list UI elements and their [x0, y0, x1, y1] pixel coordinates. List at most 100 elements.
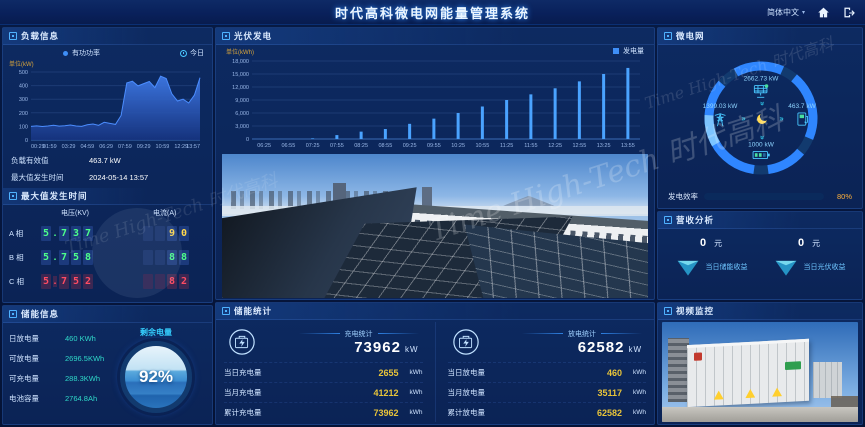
svg-text:0: 0 — [25, 138, 28, 144]
panel-icon — [222, 32, 230, 40]
charge-subheader: 充电统计 — [299, 329, 419, 339]
discharge-stats-column: 放电统计 62582 kW 当日放电量 460 kWh 当月放电量 35117 k… — [434, 322, 647, 422]
panel-title: 微电网 — [676, 31, 705, 41]
max-time-row: 最大值发生时间 2024-05-14 13:57 — [3, 169, 212, 186]
video-feed[interactable] — [662, 322, 858, 422]
svg-text:500: 500 — [19, 70, 28, 76]
warning-triangle-icon — [714, 390, 724, 400]
video-monitor-panel: 视频监控 — [657, 302, 863, 425]
battery-charge-icon — [229, 329, 255, 355]
stat-label: 累计放电量 — [447, 408, 486, 417]
y-axis-unit: 单位(kW) — [9, 62, 34, 68]
panel-icon — [9, 310, 17, 318]
legend-label: 有功功率 — [72, 50, 100, 57]
stat-label: 累计充电量 — [224, 408, 262, 417]
revenue-label: 当日光伏收益 — [803, 264, 846, 271]
efficiency-label: 发电效率 — [668, 191, 698, 201]
svg-text:12:55: 12:55 — [572, 143, 586, 149]
svg-text:18,000: 18,000 — [232, 59, 249, 65]
load-chart-legend-row: 有功功率 今日 — [3, 45, 212, 58]
video-storage-container — [687, 338, 809, 408]
svg-text:07:55: 07:55 — [330, 143, 344, 149]
video-small-container — [812, 362, 843, 398]
revenue-label: 当日储能收益 — [705, 264, 748, 271]
storage-info-rows: 日放电量 460 KWh 可放电量 2696.5KWh 可充电量 288.3KW… — [9, 326, 106, 413]
table-row: C 相 5.752 8882 — [9, 269, 206, 293]
panel-header: 负载信息 — [3, 28, 212, 45]
list-item: 电池容量 2764.8Ah — [9, 392, 106, 405]
svg-text:07:59: 07:59 — [118, 144, 132, 150]
language-selector[interactable]: 简体中文 ▾ — [767, 7, 805, 18]
stat-label: 当月放电量 — [447, 388, 486, 397]
charge-stats-column: 充电统计 73962 kW 当日充电量 2655 kWh 当月充电量 41212 … — [224, 322, 423, 422]
storage-stats-body: 充电统计 73962 kW 当日充电量 2655 kWh 当月充电量 41212 … — [216, 320, 654, 422]
table-row: 累计放电量 62582 kWh — [447, 402, 646, 422]
voltage-column-header: 电压(KV) — [61, 210, 89, 217]
flow-arrow-icon: ›› — [741, 114, 745, 123]
discharge-totals: 放电统计 62582 kW — [480, 329, 647, 356]
panel-icon — [9, 192, 17, 200]
stat-label: 当日充电量 — [224, 368, 262, 377]
svg-text:10:59: 10:59 — [156, 144, 170, 150]
container-logo — [694, 352, 703, 361]
logout-icon[interactable] — [842, 6, 855, 19]
stat-unit: kWh — [633, 409, 646, 416]
date-range-selector[interactable]: 今日 — [180, 48, 204, 58]
svg-text:9,000: 9,000 — [235, 98, 249, 104]
revenue-number: 0 — [699, 237, 707, 249]
svg-text:00:29: 00:29 — [31, 144, 45, 150]
rms-row: 负载有效值 463.7 kW — [3, 152, 212, 169]
table-row: 当月放电量 35117 kWh — [447, 382, 646, 402]
storage-stats-panel: 储能统计 充电统计 73962 kW — [215, 302, 655, 425]
row-label: 可充电量 — [9, 374, 39, 383]
max-time-label: 最大值发生时间 — [11, 173, 64, 182]
home-icon[interactable] — [817, 6, 830, 19]
max-section-header: 最大值发生时间 — [3, 188, 212, 205]
charge-total-value: 73962 — [354, 338, 401, 356]
soc-gauge-block: 剩余电量 92% — [106, 326, 206, 413]
pv-node: 2662.73 kW — [744, 76, 778, 99]
storage-info-body: 日放电量 460 KWh 可放电量 2696.5KWh 可充电量 288.3KW… — [3, 323, 212, 413]
revenue-number: 0 — [797, 237, 805, 249]
warning-triangle-icon — [746, 389, 756, 399]
pv-legend-row: 单位(kWh) 发电量 — [216, 45, 654, 56]
stat-unit: kWh — [633, 369, 646, 376]
rms-value: 463.7 kW — [89, 156, 121, 165]
revenue-bottom: 当日光伏收益 — [773, 256, 846, 278]
top-bar-controls: 简体中文 ▾ — [767, 0, 855, 25]
stat-label: 当日放电量 — [447, 368, 486, 377]
svg-text:15,000: 15,000 — [232, 72, 249, 78]
row-value: 2764.8Ah — [65, 394, 98, 403]
flow-arrow-icon: ›› — [779, 114, 783, 123]
panel-icon — [664, 32, 672, 40]
discharge-stats-top: 放电统计 62582 kW — [448, 322, 647, 362]
phase-a-current: 8890 — [143, 225, 189, 241]
battery-discharge-icon — [452, 329, 479, 355]
svg-text:06:55: 06:55 — [281, 143, 295, 149]
panel-header: 储能信息 — [3, 306, 212, 323]
solar-panel-icon — [754, 84, 769, 98]
panel-header: 视频监控 — [658, 303, 862, 320]
panel-icon — [664, 216, 672, 224]
gauge-label: 剩余电量 — [140, 328, 172, 337]
svg-text:3,000: 3,000 — [235, 124, 249, 130]
panel-title: 储能统计 — [234, 306, 273, 316]
stat-unit: kWh — [409, 369, 423, 376]
svg-text:13:55: 13:55 — [621, 143, 635, 149]
phase-label: A 相 — [9, 228, 24, 238]
discharge-total-unit: kW — [628, 344, 642, 354]
ring-icon — [704, 61, 818, 175]
storage-info-panel: 储能信息 日放电量 460 KWh 可放电量 2696.5KWh 可充电量 28… — [2, 305, 213, 425]
photo-building — [422, 187, 433, 209]
stat-value: 62582 — [596, 407, 622, 418]
panel-icon — [222, 307, 230, 315]
svg-text:03:29: 03:29 — [62, 144, 76, 150]
stat-value: 2655 — [378, 367, 399, 378]
legend-label: 发电量 — [623, 48, 644, 55]
list-item: 可放电量 2696.5KWh — [9, 352, 106, 365]
stat-value: 41212 — [373, 387, 399, 398]
phase-label: B 相 — [9, 252, 24, 262]
